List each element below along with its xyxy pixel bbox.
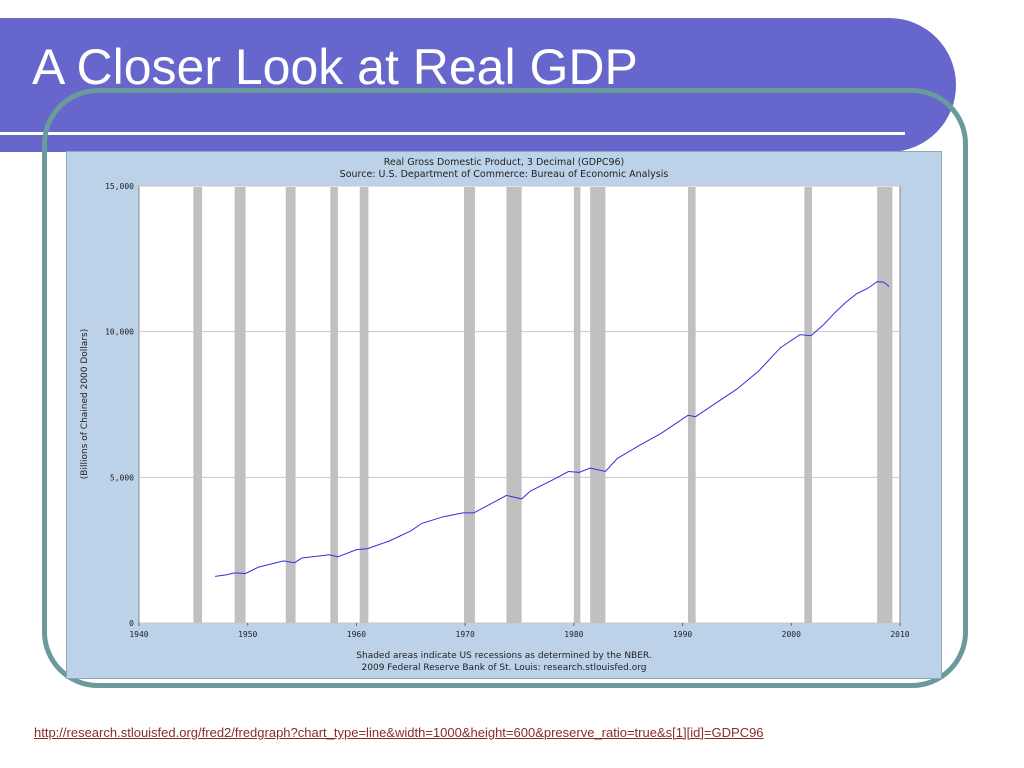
- recession-band-11: [877, 187, 893, 623]
- y-tick-label-3: 15,000: [105, 182, 134, 191]
- x-tick-label-7: 2010: [890, 630, 909, 639]
- recession-band-0: [193, 187, 203, 623]
- recession-band-1: [234, 187, 246, 623]
- y-tick-labels: 0 5,000 10,000 15,000: [105, 182, 134, 628]
- x-tick-label-0: 1940: [129, 630, 148, 639]
- x-tick-labels: 1940 1950 1960 1970 1980 1990 2000 2010: [129, 623, 910, 639]
- gdp-line-chart: Real Gross Domestic Product, 3 Decimal (…: [80, 157, 910, 673]
- series-layer: [215, 281, 890, 577]
- x-tick-label-1: 1950: [238, 630, 257, 639]
- y-axis-label: (Billions of Chained 2000 Dollars): [80, 329, 90, 479]
- content-frame: [42, 88, 968, 688]
- y-tick-label-2: 10,000: [105, 328, 134, 337]
- chart-subtitle: Source: U.S. Department of Commerce: Bur…: [340, 169, 669, 180]
- y-tick-label-0: 0: [129, 619, 134, 628]
- chart-footnote-source: 2009 Federal Reserve Bank of St. Louis: …: [362, 663, 647, 673]
- chart-title: Real Gross Domestic Product, 3 Decimal (…: [384, 157, 625, 168]
- source-url-link[interactable]: http://research.stlouisfed.org/fred2/fre…: [34, 725, 764, 740]
- recession-band-8: [590, 187, 606, 623]
- recession-band-7: [573, 187, 581, 623]
- x-tick-label-6: 2000: [782, 630, 801, 639]
- x-tick-label-2: 1960: [347, 630, 366, 639]
- x-tick-label-4: 1980: [564, 630, 583, 639]
- recession-band-5: [464, 187, 475, 623]
- slide-title: A Closer Look at Real GDP: [32, 39, 638, 95]
- recession-bands: [193, 187, 893, 623]
- chart-panel: Real Gross Domestic Product, 3 Decimal (…: [66, 151, 942, 679]
- recession-band-2: [285, 187, 296, 623]
- recession-band-3: [330, 187, 338, 623]
- recession-band-4: [359, 187, 369, 623]
- x-tick-label-3: 1970: [456, 630, 475, 639]
- x-tick-label-5: 1990: [673, 630, 692, 639]
- chart-footnote-recessions: Shaded areas indicate US recessions as d…: [356, 651, 651, 661]
- recession-band-9: [688, 187, 696, 623]
- title-underline: [0, 132, 905, 135]
- recession-band-6: [506, 187, 522, 623]
- title-bar: [0, 18, 956, 152]
- series-line-0: [215, 281, 890, 577]
- y-tick-label-1: 5,000: [110, 473, 134, 482]
- recession-band-10: [804, 187, 812, 623]
